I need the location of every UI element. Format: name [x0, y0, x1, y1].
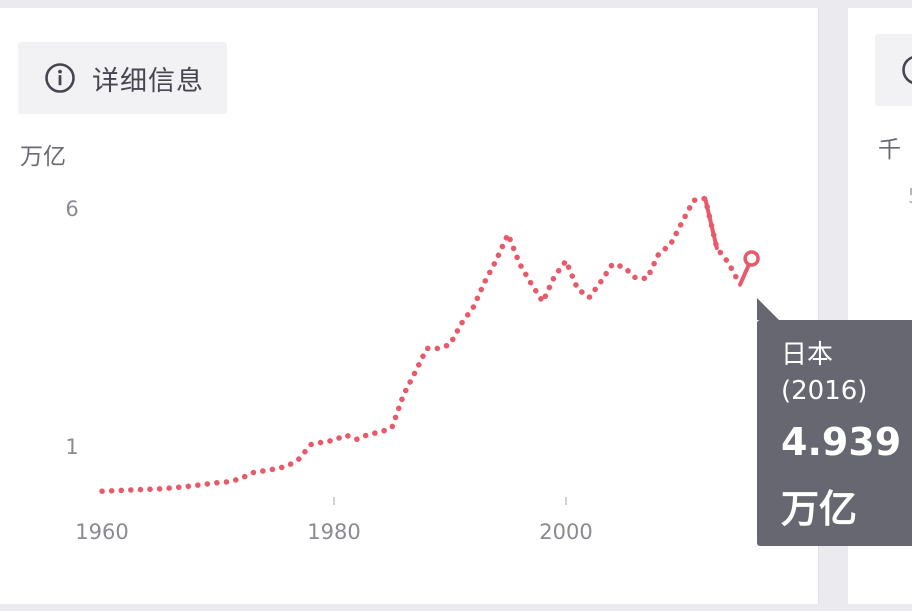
data-tooltip: 日本 (2016) 4.939 万亿 [757, 320, 912, 546]
chart-card: 详细信息 万亿 [0, 8, 819, 604]
series-line [99, 195, 743, 494]
tooltip-value: 4.939 [781, 420, 902, 464]
info-icon [902, 56, 912, 84]
second-details-button[interactable] [875, 34, 912, 106]
x-tick-label: 2000 [539, 520, 592, 544]
second-y-tick: 5 [908, 184, 912, 204]
tooltip-unit: 万亿 [781, 487, 858, 531]
series-segment [703, 196, 719, 250]
y-axis-unit: 万亿 [20, 144, 66, 170]
tooltip-country: 日本 [781, 340, 834, 370]
x-tick-label: 1960 [75, 520, 128, 544]
gdp-line-chart: 1960 1980 2000 1 6 [65, 195, 760, 544]
details-button[interactable]: 详细信息 [18, 42, 227, 114]
tooltip-pointer [757, 298, 779, 320]
highlight-point [743, 250, 760, 267]
tooltip-year: (2016) [781, 376, 868, 406]
x-tick-label: 1980 [307, 520, 360, 544]
details-button-label: 详细信息 [92, 66, 204, 97]
info-icon [45, 63, 75, 93]
y-tick-label: 6 [65, 197, 78, 221]
second-y-axis-unit: 千 [878, 137, 901, 163]
y-tick-label: 1 [65, 435, 78, 459]
